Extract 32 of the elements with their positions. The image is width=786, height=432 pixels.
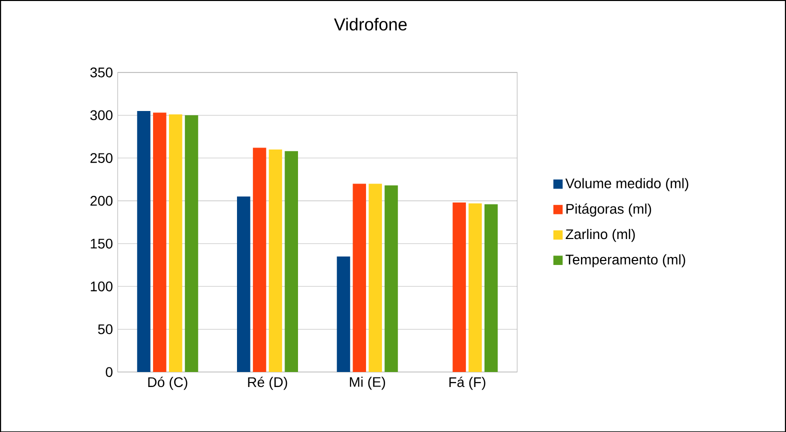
legend-label: Temperamento (ml)	[566, 254, 686, 268]
bar	[336, 256, 350, 372]
x-tick-label: Dó (C)	[148, 376, 188, 390]
bar	[468, 203, 482, 372]
bar	[184, 114, 198, 372]
bar	[153, 112, 166, 372]
bar	[284, 150, 298, 372]
x-tick-label: Mi (E)	[350, 376, 386, 390]
bar	[137, 110, 150, 372]
y-tick-label: 250	[90, 152, 112, 163]
bar	[484, 204, 498, 372]
y-tick-label: 150	[90, 238, 112, 248]
legend-label: Pitágoras (ml)	[566, 203, 652, 216]
legend-label: Volume medido (ml)	[565, 178, 688, 191]
y-tick-label: 0	[106, 366, 112, 377]
y-tick-label: 100	[90, 281, 112, 292]
bar	[352, 183, 366, 372]
y-tick-label: 300	[90, 110, 112, 120]
bar	[384, 185, 398, 372]
y-tick-label: 350	[90, 67, 112, 78]
bar	[236, 196, 250, 372]
bar	[268, 149, 282, 372]
bar	[252, 148, 266, 372]
bar	[368, 183, 382, 372]
x-tick-label: Ré (D)	[248, 376, 288, 390]
bar	[452, 202, 466, 372]
y-tick-label: 200	[90, 196, 112, 206]
legend-label: Zarlino (ml)	[566, 228, 635, 242]
x-tick-label: Fá (F)	[449, 376, 486, 390]
y-tick-label: 50	[98, 324, 112, 334]
chart-title: Vidrofone	[334, 18, 407, 30]
bar	[168, 114, 182, 372]
